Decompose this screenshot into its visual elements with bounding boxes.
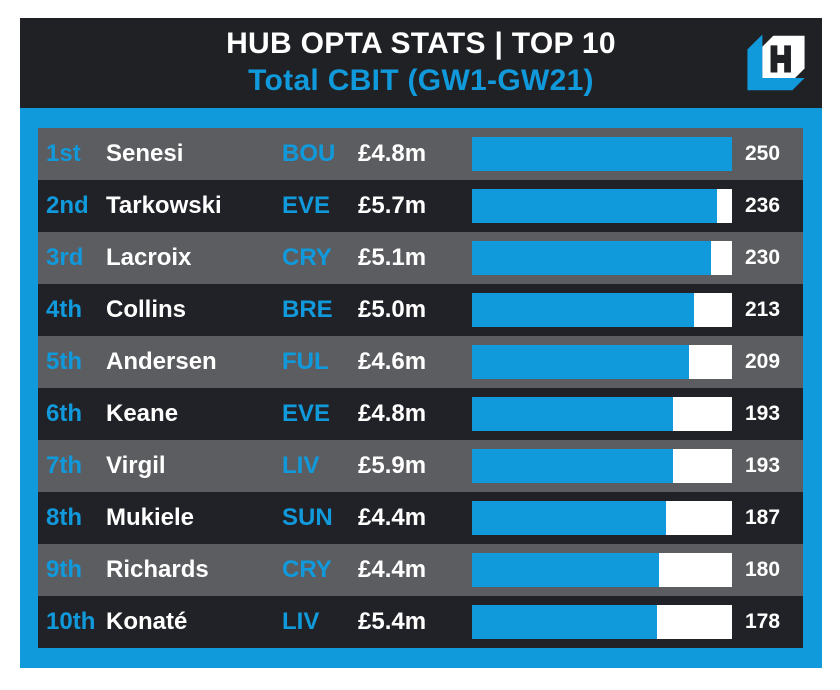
- team-abbr: CRY: [282, 244, 332, 271]
- stats-panel: 1st Senesi BOU £4.8m 250 2nd Tarkowski E…: [20, 108, 822, 668]
- stat-bar: [472, 501, 732, 535]
- rank-label: 1st: [46, 140, 81, 167]
- rank-label: 7th: [46, 452, 82, 479]
- stat-value: 187: [745, 506, 781, 529]
- team-abbr: CRY: [282, 556, 332, 583]
- stat-bar-fill: [472, 293, 694, 327]
- rank-label: 10th: [46, 608, 96, 635]
- rank-label: 8th: [46, 504, 82, 531]
- table-row: 9th Richards CRY £4.4m 180: [38, 544, 803, 596]
- player-price: £5.9m: [358, 452, 427, 479]
- rank-label: 3rd: [46, 244, 84, 271]
- player-price: £4.4m: [358, 504, 427, 531]
- team-abbr: SUN: [282, 504, 333, 531]
- player-price: £5.7m: [358, 192, 427, 219]
- rank-label: 4th: [46, 296, 82, 323]
- table-row: 10th Konaté LIV £5.4m 178: [38, 596, 803, 648]
- stat-bar: [472, 241, 732, 275]
- stat-value: 209: [745, 350, 781, 373]
- stat-bar-fill: [472, 605, 658, 639]
- stat-value: 250: [745, 142, 781, 165]
- stat-value: 178: [745, 610, 781, 633]
- stat-value: 230: [745, 246, 781, 269]
- player-name: Mukiele: [106, 504, 195, 531]
- stat-value: 236: [745, 194, 781, 217]
- table-row: 1st Senesi BOU £4.8m 250: [38, 128, 803, 180]
- rank-label: 6th: [46, 400, 82, 427]
- player-name: Keane: [106, 400, 179, 427]
- team-abbr: EVE: [282, 192, 331, 219]
- team-abbr: EVE: [282, 400, 331, 427]
- player-price: £5.0m: [358, 296, 427, 323]
- table-row: 4th Collins BRE £5.0m 213: [38, 284, 803, 336]
- table-row: 8th Mukiele SUN £4.4m 187: [38, 492, 803, 544]
- stat-bar: [472, 189, 732, 223]
- player-price: £5.1m: [358, 244, 427, 271]
- page-subtitle: Total CBIT (GW1-GW21): [248, 64, 594, 97]
- stat-bar-fill: [472, 241, 712, 275]
- stat-bar: [472, 397, 732, 431]
- stat-value: 193: [745, 402, 781, 425]
- player-price: £4.4m: [358, 556, 427, 583]
- hub-logo-icon: [742, 29, 810, 97]
- page-title: HUB OPTA STATS | TOP 10: [226, 27, 616, 61]
- header-titles: HUB OPTA STATS | TOP 10 Total CBIT (GW1-…: [226, 26, 616, 99]
- stat-bar: [472, 293, 732, 327]
- stat-bar-fill: [472, 449, 673, 483]
- rank-label: 9th: [46, 556, 82, 583]
- stat-value: 193: [745, 454, 781, 477]
- player-name: Konaté: [106, 608, 188, 635]
- stat-bar-fill: [472, 189, 718, 223]
- team-abbr: BRE: [282, 296, 333, 323]
- player-price: £4.8m: [358, 400, 427, 427]
- rows-list: 1st Senesi BOU £4.8m 250 2nd Tarkowski E…: [38, 128, 803, 648]
- player-name: Tarkowski: [106, 192, 222, 219]
- player-name: Richards: [106, 556, 209, 583]
- team-abbr: FUL: [282, 348, 329, 375]
- stat-bar-fill: [472, 501, 667, 535]
- table-row: 5th Andersen FUL £4.6m 209: [38, 336, 803, 388]
- table-row: 2nd Tarkowski EVE £5.7m 236: [38, 180, 803, 232]
- rank-label: 2nd: [46, 192, 89, 219]
- table-row: 7th Virgil LIV £5.9m 193: [38, 440, 803, 492]
- header: HUB OPTA STATS | TOP 10 Total CBIT (GW1-…: [20, 18, 822, 108]
- team-abbr: LIV: [282, 452, 320, 479]
- stat-bar-fill: [472, 397, 673, 431]
- player-price: £4.8m: [358, 140, 427, 167]
- team-abbr: LIV: [282, 608, 320, 635]
- player-price: £5.4m: [358, 608, 427, 635]
- stat-value: 180: [745, 558, 781, 581]
- stat-bar-fill: [472, 345, 690, 379]
- player-name: Collins: [106, 296, 187, 323]
- stat-bar: [472, 553, 732, 587]
- table-row: 3rd Lacroix CRY £5.1m 230: [38, 232, 803, 284]
- player-name: Lacroix: [106, 244, 192, 271]
- stat-value: 213: [745, 298, 781, 321]
- team-abbr: BOU: [282, 140, 336, 167]
- player-name: Andersen: [106, 348, 217, 375]
- poster: HUB OPTA STATS | TOP 10 Total CBIT (GW1-…: [20, 18, 822, 668]
- player-name: Virgil: [106, 452, 166, 479]
- stat-bar-fill: [472, 137, 732, 171]
- rank-label: 5th: [46, 348, 82, 375]
- stat-bar: [472, 449, 732, 483]
- table-row: 6th Keane EVE £4.8m 193: [38, 388, 803, 440]
- player-price: £4.6m: [358, 348, 427, 375]
- stat-bar: [472, 345, 732, 379]
- stat-bar-fill: [472, 553, 660, 587]
- stat-bar: [472, 137, 732, 171]
- player-name: Senesi: [106, 140, 184, 167]
- stat-bar: [472, 605, 732, 639]
